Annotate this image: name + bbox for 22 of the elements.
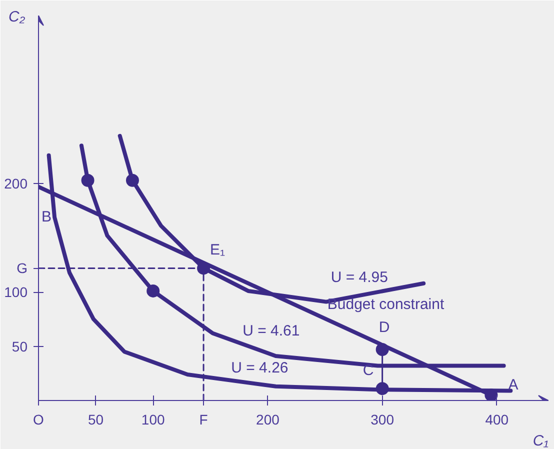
annotation: A <box>508 376 518 394</box>
x-tick-label: O <box>33 412 44 428</box>
y-tick-label: 200 <box>4 176 28 192</box>
x-tick-label: F <box>199 412 208 428</box>
x-tick-label: 400 <box>485 412 509 428</box>
annotation: U = 4.95 <box>330 269 388 286</box>
y-tick-label: 50 <box>12 338 28 354</box>
annotation: B <box>42 208 52 226</box>
x-tick-label: 100 <box>141 412 165 428</box>
annotation: E₁ <box>210 242 226 259</box>
y-axis-title: C₂ <box>8 8 26 26</box>
annotation: C <box>362 362 374 380</box>
x-tick-label: 300 <box>370 412 394 428</box>
annotation: Budget constraint <box>327 296 445 313</box>
annotation: D <box>378 319 390 336</box>
annotation: U = 4.61 <box>242 322 300 340</box>
x-axis-title: C₁ <box>532 432 549 449</box>
x-tick-label: 50 <box>88 412 104 428</box>
x-tick-label: 200 <box>256 412 280 428</box>
annotation: U = 4.26 <box>231 360 288 377</box>
y-tick-label: 100 <box>4 284 28 300</box>
y-tick-label: G <box>16 260 28 276</box>
